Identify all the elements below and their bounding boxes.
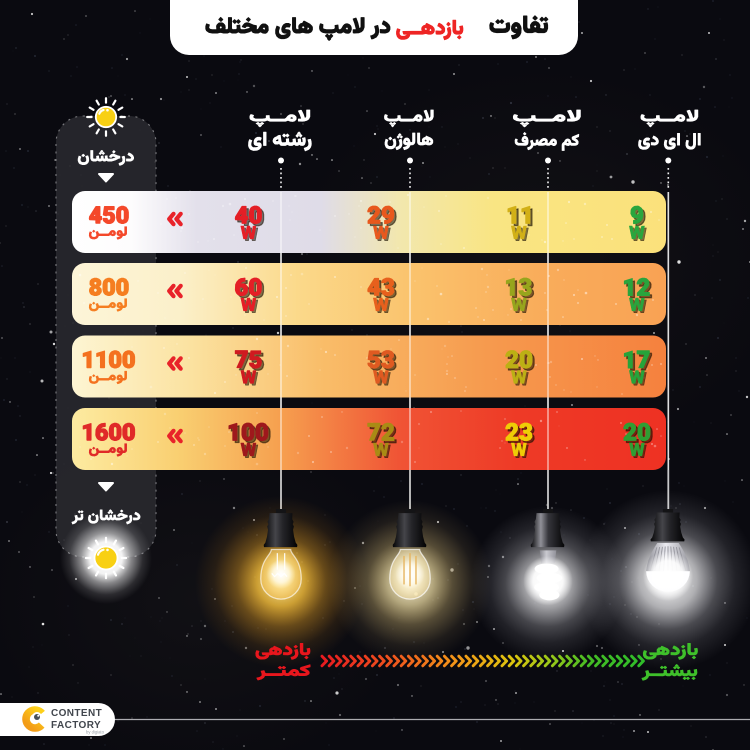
svg-text:FACTORY: FACTORY bbox=[51, 720, 101, 731]
svg-text:CONTENT: CONTENT bbox=[51, 708, 102, 719]
svg-text:by digiato: by digiato bbox=[86, 730, 105, 735]
